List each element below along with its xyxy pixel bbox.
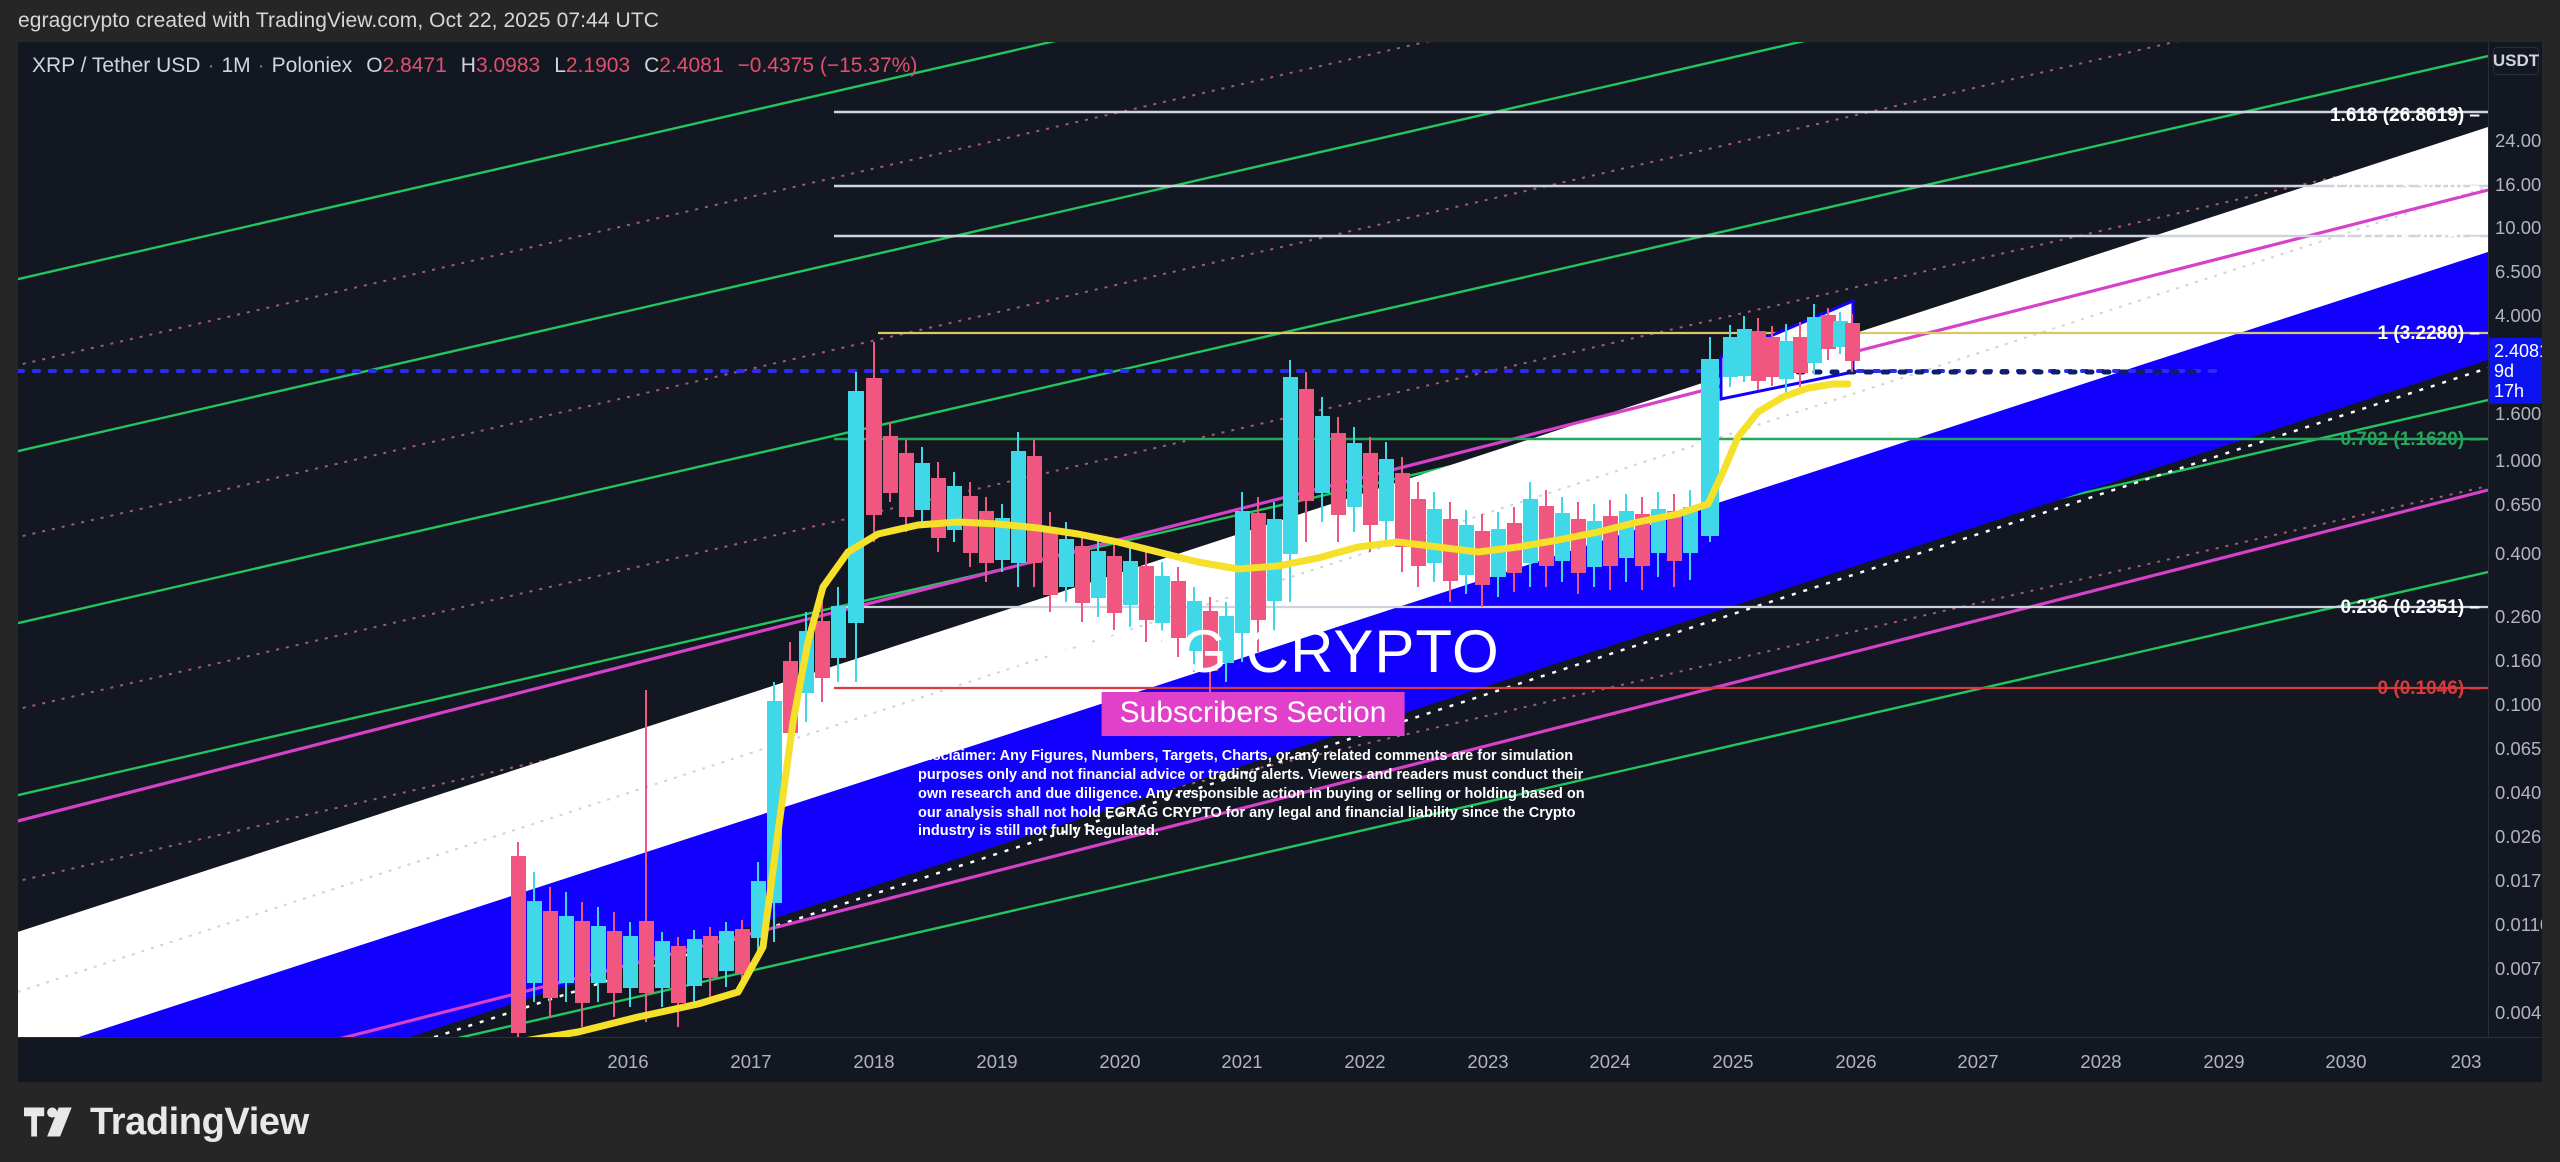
current-price-value: 2.4081 — [2494, 340, 2542, 361]
fib-level-label-1-272: 1.272 (8.2025) – — [2340, 227, 2480, 248]
legend-sep-2: · — [257, 54, 265, 77]
legend-interval[interactable]: 1M — [221, 54, 251, 77]
time-tick: 2026 — [1835, 1051, 1877, 1072]
price-tick: 1.6000 — [2495, 403, 2542, 424]
fib-level-label-1: 1 (3.2280) – — [2377, 323, 2480, 344]
fib-level-label-0-702: 0.702 (1.1620) – — [2340, 429, 2480, 450]
legend-exchange[interactable]: Poloniex — [271, 54, 353, 77]
time-tick: 2019 — [976, 1051, 1018, 1072]
brand-bar: TradingView — [0, 1082, 2560, 1162]
legend-close-label: C — [644, 54, 660, 77]
time-tick: 2024 — [1589, 1051, 1631, 1072]
time-tick: 2022 — [1344, 1051, 1386, 1072]
time-axis[interactable]: 2016 2017 2018 2019 2020 2021 2022 2023 2024 2025… — [18, 1037, 2542, 1082]
time-tick: 2016 — [607, 1051, 649, 1072]
chart-plot-area[interactable]: ERGAG CRYPTO Subscribers Section Disclai… — [18, 42, 2488, 1037]
legend-symbol[interactable]: XRP / Tether USD — [32, 54, 201, 77]
time-tick: 2020 — [1099, 1051, 1141, 1072]
time-tick: 2028 — [2080, 1051, 2122, 1072]
legend-high-value: 3.0983 — [475, 54, 541, 77]
current-price-bubble[interactable]: 2.4081 9d 17h — [2489, 337, 2542, 405]
legend-open-value: 2.8471 — [382, 54, 447, 77]
legend-change: −0.4375 (−15.37%) — [737, 54, 918, 77]
fib-level-label-1-618: 1.618 (26.8619) – — [2329, 105, 2480, 126]
tradingview-wordmark: TradingView — [90, 1100, 309, 1143]
chart-drawing-surface — [18, 42, 2488, 1037]
chart-panel[interactable]: ERGAG CRYPTO Subscribers Section Disclai… — [18, 42, 2542, 1082]
time-tick: 2030 — [2325, 1051, 2367, 1072]
legend-open-label: O — [366, 54, 383, 77]
legend-close-value: 2.4081 — [659, 54, 724, 77]
time-tick: 2018 — [853, 1051, 895, 1072]
moving-average-line — [526, 380, 1852, 1037]
attribution-bar: egragcrypto created with TradingView.com… — [0, 0, 2560, 42]
fib-level-label-0-236: 0.236 (0.2351) – — [2340, 597, 2480, 618]
candlestick-series — [511, 337, 1719, 1037]
time-tick: 2023 — [1467, 1051, 1509, 1072]
candlestick-series-recent — [1723, 304, 1860, 394]
magenta-trendlines — [18, 188, 2488, 1037]
time-tick: 203 — [2450, 1051, 2482, 1072]
time-tick: 2017 — [730, 1051, 772, 1072]
fib-level-label-0: 0 (0.1046) – — [2377, 678, 2480, 699]
currency-badge[interactable]: USDT — [2493, 47, 2539, 75]
price-tick: 0.0046 — [2495, 1002, 2542, 1023]
chart-legend[interactable]: XRP / Tether USD · 1M · Poloniex O 2.847… — [32, 54, 917, 78]
time-tick: 2025 — [1712, 1051, 1754, 1072]
legend-low-value: 2.1903 — [565, 54, 631, 77]
tradingview-logo-icon — [24, 1107, 72, 1137]
legend-low-label: L — [554, 54, 566, 77]
fib-horizontal-rays — [834, 110, 2488, 690]
fib-level-label-1-414: 1.414 (13.3470) – — [2329, 176, 2480, 197]
bar-countdown: 9d 17h — [2494, 360, 2525, 402]
price-tick: 6.5000 — [2495, 261, 2542, 282]
attribution-text: egragcrypto created with TradingView.com… — [18, 9, 660, 32]
legend-sep-1: · — [207, 54, 215, 77]
time-tick: 2021 — [1221, 1051, 1263, 1072]
time-tick: 2027 — [1957, 1051, 1999, 1072]
time-tick: 2029 — [2203, 1051, 2245, 1072]
legend-high-label: H — [460, 54, 476, 77]
